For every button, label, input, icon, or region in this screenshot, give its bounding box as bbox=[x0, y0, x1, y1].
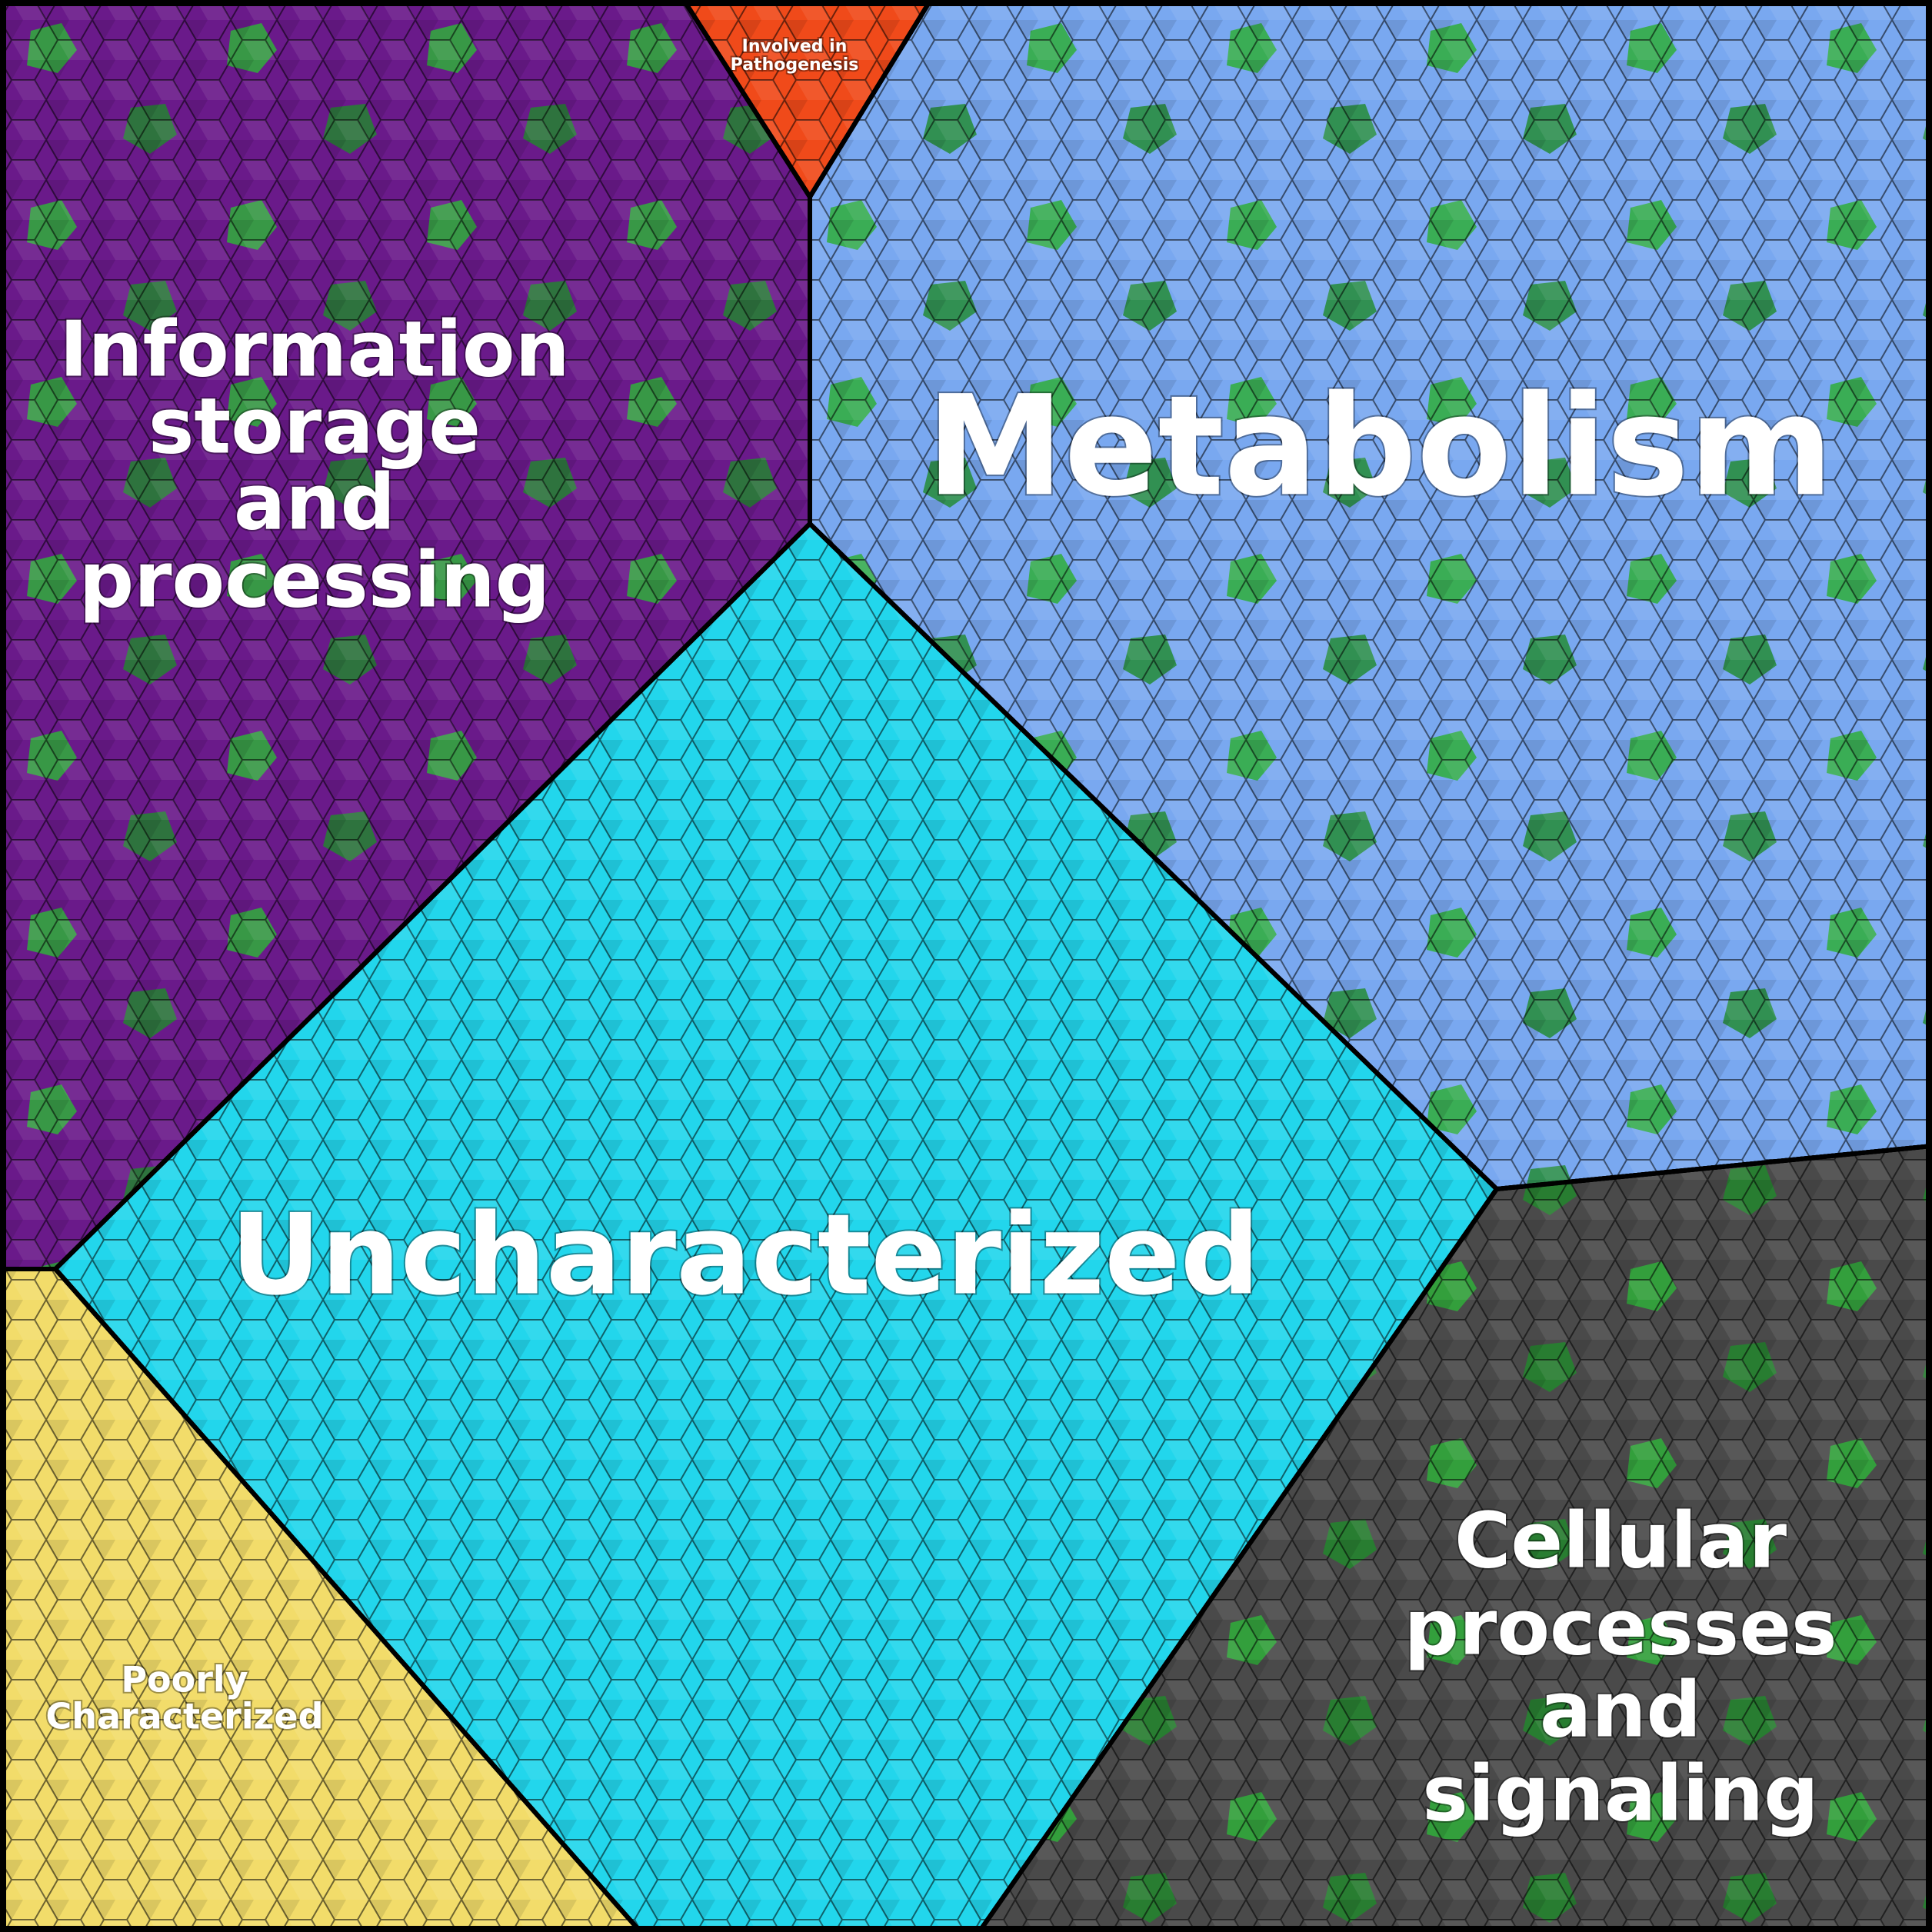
region-label: and bbox=[234, 457, 395, 547]
region-label: Involved in bbox=[742, 37, 848, 56]
region-label: Poorly bbox=[121, 1659, 248, 1700]
region-label: signaling bbox=[1422, 1748, 1818, 1838]
region-label: Information bbox=[59, 304, 570, 394]
region-label: and bbox=[1540, 1664, 1701, 1754]
labels: Information storage and processing Invol… bbox=[44, 35, 1838, 1840]
region-label: processing bbox=[79, 535, 551, 625]
region-label: Characterized bbox=[45, 1696, 323, 1737]
region-label: processes bbox=[1404, 1582, 1837, 1672]
region-label: Uncharacterized bbox=[231, 1191, 1261, 1321]
region-label: Metabolism bbox=[926, 366, 1833, 527]
region-label: Pathogenesis bbox=[731, 55, 859, 75]
region-label: storage bbox=[148, 381, 481, 471]
region-label: Cellular bbox=[1454, 1495, 1787, 1585]
